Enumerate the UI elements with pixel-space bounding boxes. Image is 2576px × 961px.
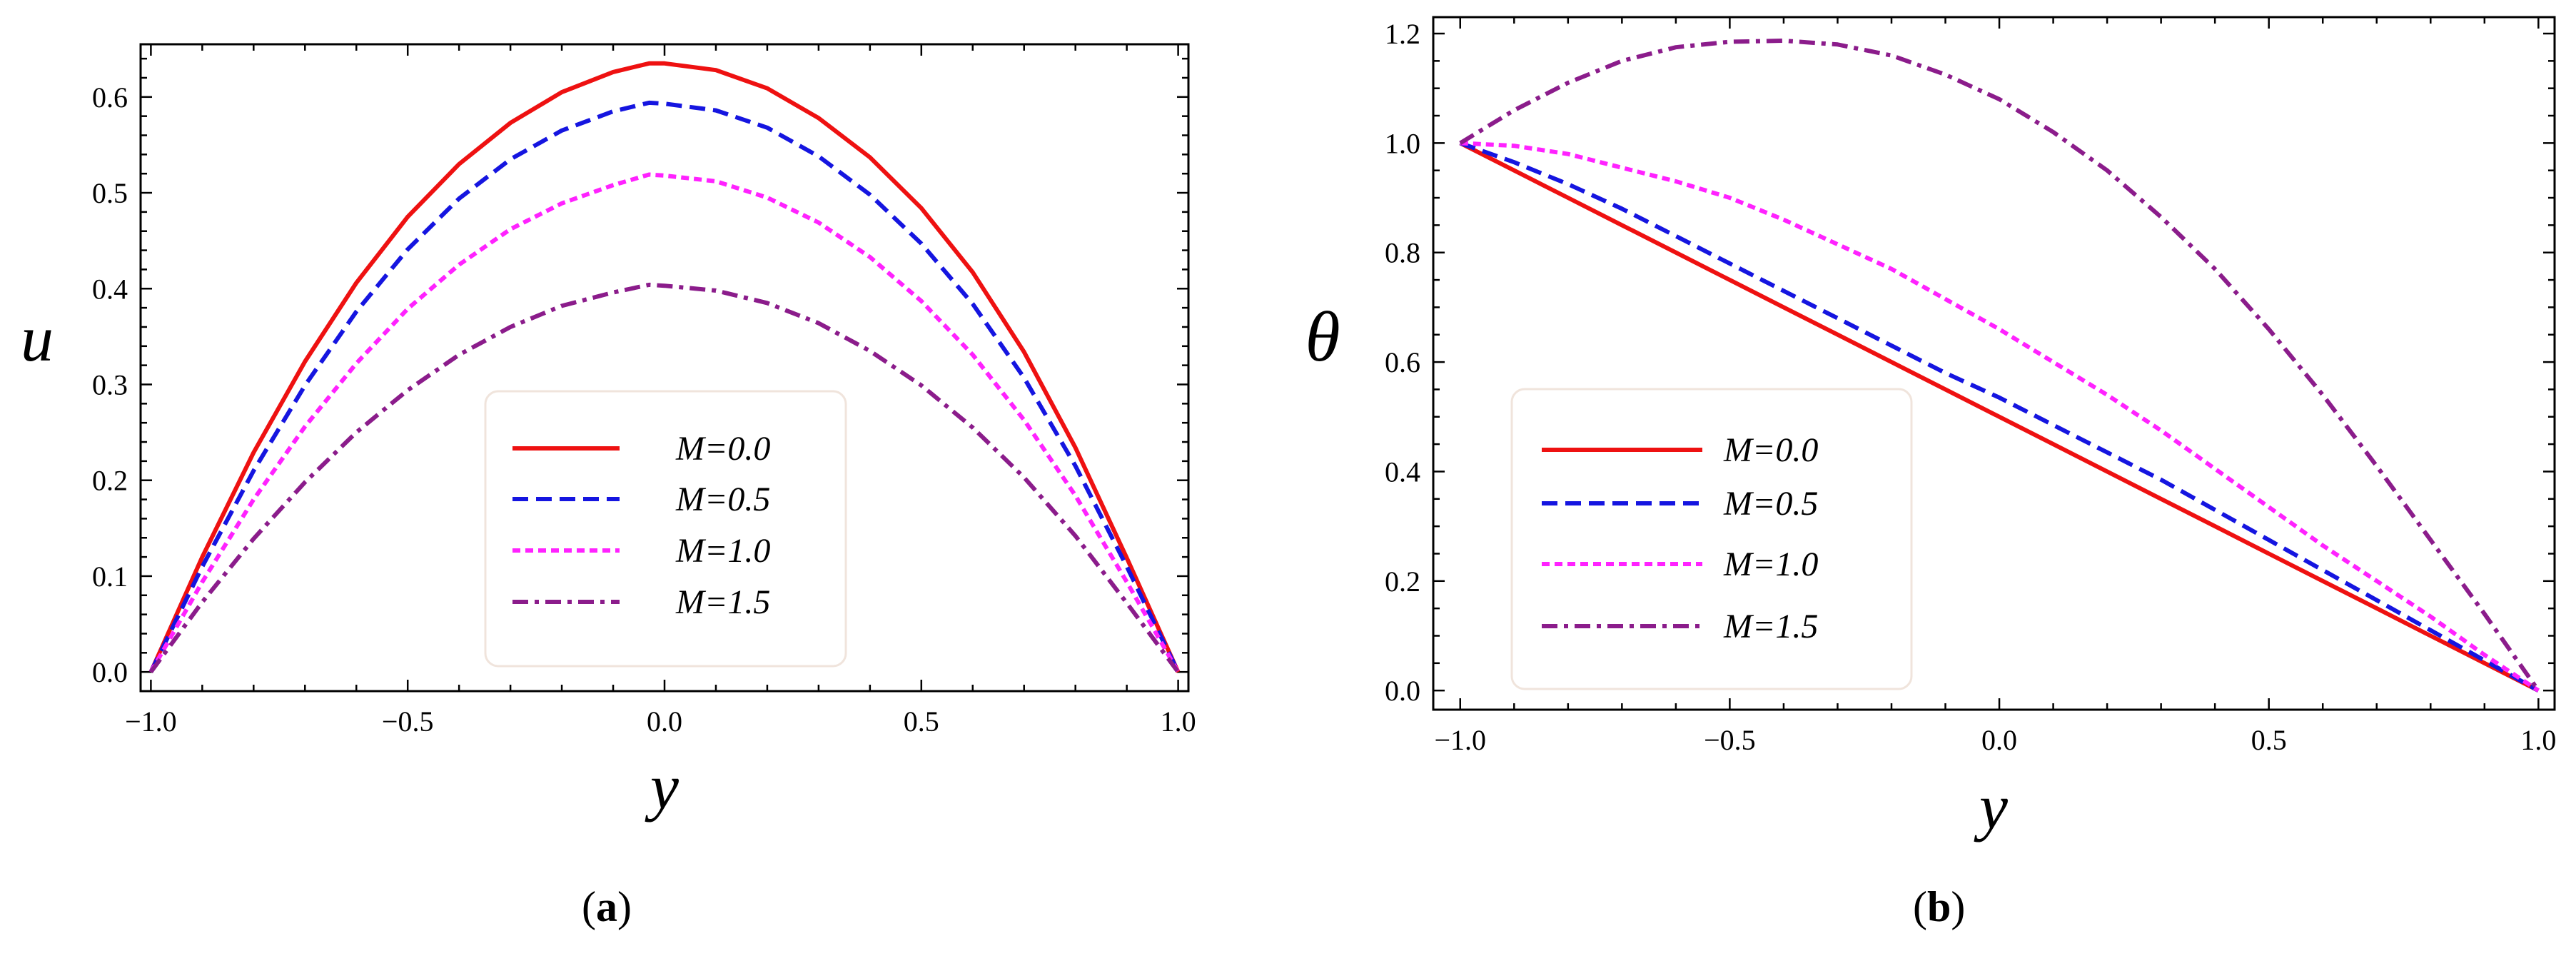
panel-caption: (b) [1913, 883, 1965, 930]
panel-b: −1.0 −0.5 0.0 0.5 1.0 0.0 0.2 0.4 0.6 0.8 1.0 1.2 y θ… [1305, 16, 2556, 930]
x-tick-label: 0.0 [647, 705, 682, 738]
legend-label: M=1.0 [1723, 545, 1818, 583]
x-tick-label: 0.5 [2251, 724, 2287, 756]
series-line-M00 [1459, 141, 2540, 693]
legend-label: M=0.0 [675, 430, 770, 468]
x-tick-label: 1.0 [1161, 705, 1196, 738]
y-tick-label: 0.4 [92, 273, 128, 305]
plot-frame [1432, 16, 2556, 711]
x-tick-label: 0.5 [904, 705, 939, 738]
y-tick-label: 0.2 [92, 465, 128, 497]
x-tick-label: −1.0 [125, 705, 177, 738]
y-axis-label: θ [1305, 297, 1340, 376]
legend-label: M=1.5 [675, 583, 770, 621]
y-tick-label: 0.1 [92, 560, 128, 593]
y-tick-label: 0.4 [1385, 456, 1420, 488]
legend-label: M=0.0 [1723, 431, 1818, 469]
legend-label: M=0.5 [1723, 485, 1818, 523]
y-tick-label: 0.0 [92, 656, 128, 688]
legend-box [1510, 388, 1913, 690]
series-line-M05 [1459, 141, 2540, 693]
y-axis-label: u [21, 302, 54, 375]
x-axis-label: y [645, 752, 679, 822]
x-tick-label: −0.5 [382, 705, 434, 738]
series-line-M10 [148, 172, 1181, 673]
y-tick-label: 0.3 [92, 368, 128, 401]
y-tick-label: 0.6 [92, 81, 128, 114]
x-tick-label: 0.0 [1981, 724, 2017, 756]
x-tick-label: 1.0 [2520, 724, 2556, 756]
legend-label: M=1.0 [675, 532, 770, 570]
series-line-M05 [148, 100, 1181, 673]
y-tick-label: 0.2 [1385, 565, 1420, 598]
y-tick-label: 0.5 [92, 177, 128, 209]
y-tick-label: 1.0 [1385, 127, 1420, 159]
x-axis-label: y [1974, 772, 2008, 842]
y-tick-label: 0.0 [1385, 675, 1420, 707]
y-tick-label: 0.8 [1385, 237, 1420, 269]
x-tick-label: −1.0 [1434, 724, 1486, 756]
panel-caption: (a) [582, 883, 632, 930]
series-line-M00 [148, 61, 1181, 673]
x-tick-label: −0.5 [1704, 724, 1756, 756]
legend-label: M=0.5 [675, 480, 770, 518]
series-line-M10 [1460, 141, 2540, 693]
panel-a: −1.0 −0.5 0.0 0.5 1.0 0.0 0.1 0.2 0.3 0.4 0.5 0.6 y u… [21, 43, 1196, 930]
legend-box [484, 390, 847, 668]
y-tick-label: 1.2 [1385, 18, 1420, 50]
legend-label: M=1.5 [1723, 608, 1818, 645]
series-line-M15 [1459, 39, 2540, 692]
y-tick-label: 0.6 [1385, 346, 1420, 378]
